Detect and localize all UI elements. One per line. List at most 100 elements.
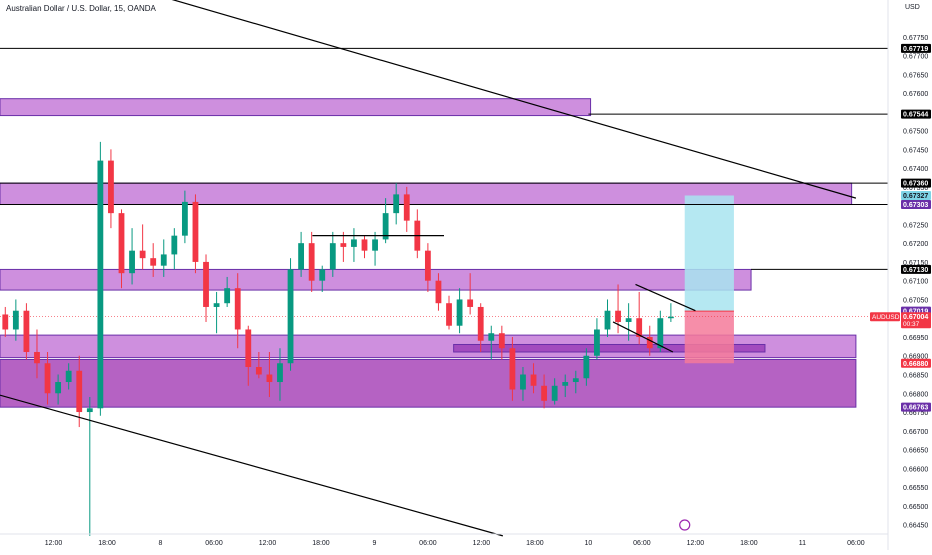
x-tick-label: 12:00 (473, 540, 491, 547)
candle-body (118, 213, 125, 274)
candle-body (160, 254, 167, 266)
symbol-tag-label: AUDUSD (872, 314, 900, 321)
x-tick-label: 18:00 (312, 540, 330, 547)
candle-body (287, 269, 294, 364)
trend-line-0[interactable] (171, 0, 857, 199)
position-target-zone[interactable] (684, 195, 734, 312)
candle-body (55, 382, 62, 394)
candle-body (615, 310, 621, 322)
candle-body (657, 318, 664, 349)
candle-body (203, 261, 209, 307)
candle-body (181, 201, 188, 236)
candle-body (298, 243, 305, 270)
events-icon[interactable] (679, 519, 691, 531)
y-tick-label: 0.66650 (903, 448, 928, 455)
zone-rect-2[interactable] (0, 268, 752, 291)
x-tick-label: 18:00 (98, 540, 116, 547)
candle-body (372, 239, 378, 251)
candle-body (625, 318, 632, 322)
candle-body (245, 329, 252, 368)
zone-rect-0[interactable] (0, 98, 592, 117)
candle-body (562, 382, 569, 386)
x-tick-label: 12:00 (45, 540, 63, 547)
candle-body (23, 310, 30, 352)
candle-body (488, 333, 495, 341)
y-tick-label: 0.66550 (903, 485, 928, 492)
candle-body (435, 280, 442, 304)
zone-rect-5[interactable] (0, 358, 857, 408)
candle-body (234, 288, 241, 330)
y-tick-label: 0.67650 (903, 72, 928, 79)
candle-body (636, 318, 643, 337)
y-tick-label: 0.67250 (903, 222, 928, 229)
candle-body (572, 378, 579, 383)
y-tick-label: 0.66750 (903, 410, 928, 417)
candle-body (393, 194, 400, 214)
price-marker (901, 178, 931, 188)
price-marker (901, 191, 931, 201)
y-tick-label: 0.67700 (903, 54, 928, 61)
price-marker (901, 109, 931, 119)
y-tick-label: 0.66850 (903, 373, 928, 380)
candle-body (667, 316, 674, 319)
candle-body (277, 363, 283, 383)
candle-body (97, 160, 104, 409)
price-marker-label: 0.67004 (903, 314, 928, 321)
trend-line-4[interactable] (612, 321, 674, 353)
price-marker-label: 0.67303 (903, 202, 928, 209)
x-tick-label: 12:00 (687, 540, 705, 547)
candle-body (329, 243, 336, 270)
candle-body (266, 374, 273, 383)
y-tick-label: 0.67750 (903, 35, 928, 42)
candle-body (150, 258, 157, 266)
price-axis[interactable] (888, 0, 932, 550)
zone-rect-4[interactable] (453, 343, 766, 353)
candle-body (424, 250, 431, 281)
y-tick-label: 0.67500 (903, 129, 928, 136)
x-tick-label: 11 (799, 540, 806, 547)
x-tick-label: 06:00 (847, 540, 865, 547)
candle-body (351, 239, 357, 247)
trend-line-1[interactable] (0, 394, 504, 537)
candle-body (319, 269, 326, 281)
price-marker-label: 0.67360 (903, 181, 928, 188)
y-tick-label: 0.67100 (903, 279, 928, 286)
x-tick-label: 9 (373, 540, 377, 547)
candle-body (76, 370, 83, 413)
y-tick-label: 0.67600 (903, 91, 928, 98)
candle-body (86, 408, 93, 413)
x-tick-label: 06:00 (419, 540, 437, 547)
price-marker-label: 0.67327 (903, 193, 928, 200)
chart-title: Australian Dollar / U.S. Dollar, 15, OAN… (6, 4, 156, 13)
price-marker (901, 264, 931, 274)
price-marker (901, 200, 931, 210)
price-marker (901, 358, 931, 368)
candle-body (308, 243, 315, 281)
price-marker (901, 43, 931, 53)
candle-body (224, 288, 231, 304)
x-tick-label: 10 (585, 540, 593, 547)
y-tick-label: 0.66800 (903, 391, 928, 398)
candle-body (139, 250, 146, 259)
x-tick-label: 12:00 (259, 540, 277, 547)
candle-body (604, 310, 611, 330)
position-stop-zone[interactable] (684, 311, 734, 364)
price-marker (901, 312, 931, 329)
y-tick-label: 0.66600 (903, 466, 928, 473)
x-tick-label: 06:00 (205, 540, 223, 547)
currency-label: USD (905, 4, 920, 11)
candle-body (477, 306, 484, 341)
candle-body (467, 299, 474, 307)
y-tick-label: 0.67200 (903, 241, 928, 248)
candle-body (583, 355, 590, 379)
candle-body (594, 329, 600, 356)
candle-body (192, 201, 199, 262)
candle-body (541, 385, 548, 401)
price-marker-label: 0.67719 (903, 46, 928, 53)
price-marker-label: 0.66880 (903, 361, 928, 368)
candle-body (509, 348, 516, 390)
trend-line-3[interactable] (635, 283, 696, 312)
y-tick-label: 0.66700 (903, 429, 928, 436)
